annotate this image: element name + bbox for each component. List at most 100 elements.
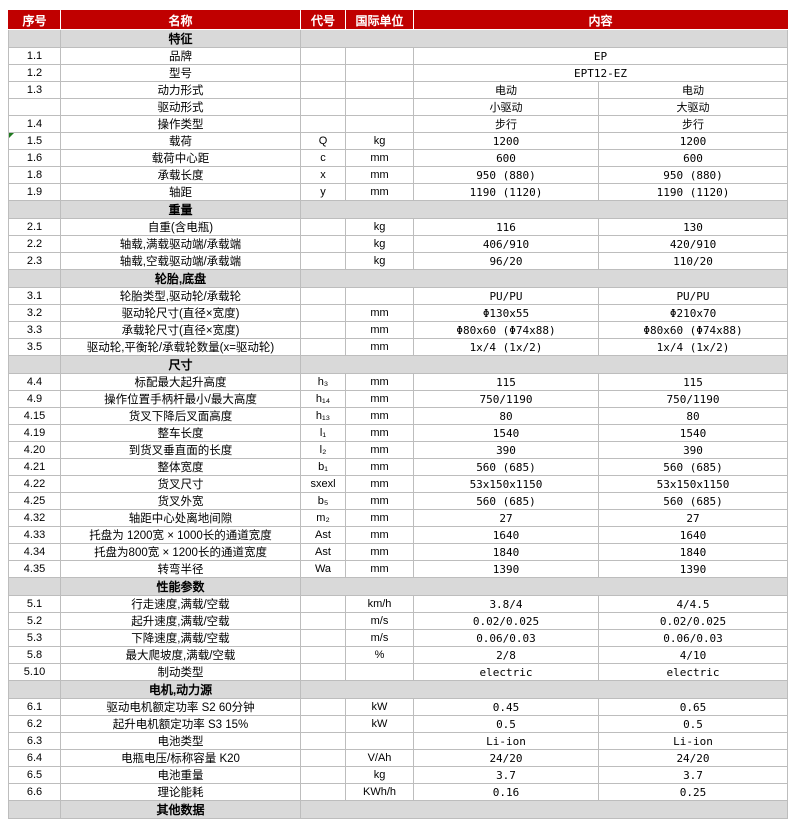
section-filler <box>299 577 789 596</box>
row-index-cell: 2.1 <box>8 218 61 236</box>
spec-value-cell-1: PU/PU <box>413 287 599 305</box>
row-index-cell: 1.2 <box>8 64 61 82</box>
spec-value-cell-1: 950 (880) <box>413 166 599 184</box>
spec-unit-cell: mm <box>345 492 414 510</box>
spec-unit-cell: kg <box>345 235 414 253</box>
spec-unit-cell: mm <box>345 458 414 476</box>
spec-value-cell-1: 1190 (1120) <box>413 183 599 201</box>
spec-unit-cell: mm <box>345 183 414 201</box>
spec-code-cell <box>300 646 346 664</box>
spec-code-cell: h₁₃ <box>300 407 346 425</box>
spec-value-cell-2: 3.7 <box>597 766 789 784</box>
spec-name-cell: 最大爬坡度,满载/空载 <box>60 646 301 664</box>
spec-unit-cell: mm <box>345 475 414 493</box>
spec-row: 6.3 电池类型 Li-ion Li-ion <box>8 732 789 750</box>
spec-unit-cell: V/Ah <box>345 749 414 767</box>
section-filler <box>299 269 789 288</box>
row-index-cell <box>8 680 61 699</box>
row-index-cell: 6.2 <box>8 715 61 733</box>
spec-row: 4.20 到货叉垂直面的长度 l₂ mm 390 390 <box>8 441 789 459</box>
spec-name-cell: 制动类型 <box>60 663 301 681</box>
header-col-code: 代号 <box>300 10 346 30</box>
spec-name-cell: 货叉下降后叉面高度 <box>60 407 301 425</box>
spec-code-cell <box>300 766 346 784</box>
spec-name-cell: 整车长度 <box>60 424 301 442</box>
spec-value-cell-2: 0.65 <box>597 698 789 716</box>
spec-row: 1.2 型号 EPT12-EZ <box>8 64 789 82</box>
spec-name-cell: 货叉外宽 <box>60 492 301 510</box>
spec-value-cell-2: 80 <box>597 407 789 425</box>
spec-row: 1.8 承载长度 x mm 950 (880) 950 (880) <box>8 166 789 184</box>
spec-unit-cell: mm <box>345 321 414 339</box>
spec-value-cell-1: 560 (685) <box>413 492 599 510</box>
spec-value-cell-2: 大驱动 <box>597 98 789 116</box>
spec-unit-cell <box>345 663 414 681</box>
section-filler <box>299 355 789 374</box>
spec-code-cell <box>300 47 346 65</box>
row-index-cell: 3.3 <box>8 321 61 339</box>
spec-row: 6.2 起升电机额定功率 S3 15% kW 0.5 0.5 <box>8 715 789 733</box>
row-index-cell <box>8 98 61 116</box>
row-index-cell: 6.3 <box>8 732 61 750</box>
spec-value-cell-2: 600 <box>597 149 789 167</box>
spec-value-cell-2: Φ210x70 <box>597 304 789 322</box>
spec-name-cell: 自重(含电瓶) <box>60 218 301 236</box>
spec-value-cell-1: 53x150x1150 <box>413 475 599 493</box>
spec-row: 4.33 托盘为 1200宽 × 1000长的通道宽度 Ast mm 1640 1640 <box>8 526 789 544</box>
row-index-cell: 4.4 <box>8 373 61 391</box>
spec-unit-cell: mm <box>345 304 414 322</box>
row-index-cell: 3.2 <box>8 304 61 322</box>
spec-value-cell-1: 560 (685) <box>413 458 599 476</box>
spec-code-cell: b₁ <box>300 458 346 476</box>
section-title: 重量 <box>60 200 301 219</box>
spec-name-cell: 驱动轮,平衡轮/承载轮数量(x=驱动轮) <box>60 338 301 356</box>
row-index-cell: 1.9 <box>8 183 61 201</box>
spec-unit-cell: kg <box>345 252 414 270</box>
spec-row: 1.3 动力形式 电动 电动 <box>8 81 789 99</box>
row-index-cell: 2.3 <box>8 252 61 270</box>
spec-value-cell-2: 130 <box>597 218 789 236</box>
row-index-cell: 4.21 <box>8 458 61 476</box>
spec-row: 5.8 最大爬坡度,满载/空载% 2/8 4/10 <box>8 646 789 664</box>
row-index-cell: 1.3 <box>8 81 61 99</box>
spec-code-cell <box>300 218 346 236</box>
spec-row: 4.35 转弯半径 Wa mm 1390 1390 <box>8 560 789 578</box>
spec-value-cell-2: 电动 <box>597 81 789 99</box>
spec-unit-cell: mm <box>345 543 414 561</box>
spec-unit-cell: mm <box>345 526 414 544</box>
spec-code-cell <box>300 321 346 339</box>
spec-value-cell-2: 390 <box>597 441 789 459</box>
spec-value-merged-cell: EPT12-EZ <box>412 64 789 82</box>
spec-value-cell-1: 1x/4 (1x/2) <box>413 338 599 356</box>
spec-row: 4.21 整体宽度 b₁ mm 560 (685) 560 (685) <box>8 458 789 476</box>
spec-value-cell-2: Φ80x60 (Φ74x88) <box>597 321 789 339</box>
spec-code-cell <box>300 115 346 133</box>
spec-unit-cell: mm <box>345 390 414 408</box>
spec-name-cell: 驱动轮尺寸(直径×宽度) <box>60 304 301 322</box>
section-title: 尺寸 <box>60 355 301 374</box>
row-index-cell: 4.20 <box>8 441 61 459</box>
row-index-cell: 4.19 <box>8 424 61 442</box>
spec-unit-cell <box>345 64 414 82</box>
spec-value-cell-2: 950 (880) <box>597 166 789 184</box>
spec-unit-cell: mm <box>345 373 414 391</box>
spec-code-cell <box>300 235 346 253</box>
spec-value-cell-1: 750/1190 <box>413 390 599 408</box>
spec-value-cell-1: 1640 <box>413 526 599 544</box>
spec-row: 4.25 货叉外宽 b₅ mm 560 (685) 560 (685) <box>8 492 789 510</box>
spec-value-cell-2: 115 <box>597 373 789 391</box>
row-index-cell: 5.2 <box>8 612 61 630</box>
row-index-cell: 6.5 <box>8 766 61 784</box>
row-index-cell: 5.10 <box>8 663 61 681</box>
spec-row: 5.3 下降速度,满载/空载 m/s 0.06/0.03 0.06/0.03 <box>8 629 789 647</box>
row-index-cell: 3.5 <box>8 338 61 356</box>
row-index-cell: 6.4 <box>8 749 61 767</box>
spec-value-cell-1: 电动 <box>413 81 599 99</box>
spec-code-cell <box>300 304 346 322</box>
spec-row: 4.32 轴距中心处离地间隙 m₂ mm 27 27 <box>8 509 789 527</box>
spec-value-cell-1: 27 <box>413 509 599 527</box>
spec-row: 5.1 行走速度,满载/空载 km/h 3.8/4 4/4.5 <box>8 595 789 613</box>
spec-unit-cell: mm <box>345 149 414 167</box>
